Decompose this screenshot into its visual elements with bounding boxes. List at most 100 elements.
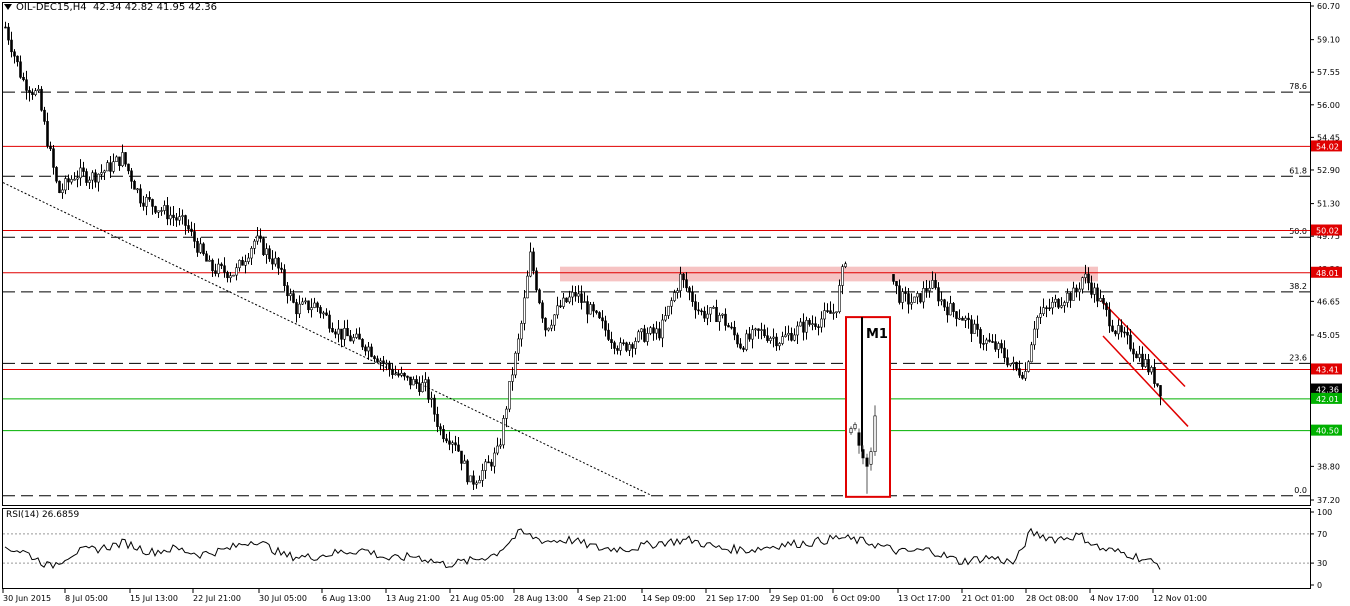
candle-body xyxy=(343,328,346,340)
candle-body xyxy=(241,260,244,266)
candle-body xyxy=(664,315,667,321)
green-level-tag-label: 40.50 xyxy=(1316,427,1339,436)
candle-body xyxy=(226,272,229,279)
dropdown-triangle-icon[interactable] xyxy=(4,4,12,10)
candle-body xyxy=(469,475,472,483)
candle xyxy=(271,250,274,270)
candle xyxy=(1000,339,1003,354)
candle-body xyxy=(346,328,349,337)
candle-body xyxy=(742,347,745,350)
candle xyxy=(727,322,730,328)
candle-body xyxy=(748,333,751,340)
candle-body xyxy=(286,285,289,297)
time-tick-label: 4 Sep 21:00 xyxy=(578,594,626,603)
candle xyxy=(1051,296,1054,315)
candle-body xyxy=(517,338,520,354)
candle xyxy=(1060,297,1063,309)
candle xyxy=(361,338,364,351)
symbol-label: OIL-DEC15,H4 xyxy=(16,2,87,13)
candle-body xyxy=(703,310,706,319)
candle xyxy=(1147,353,1150,375)
candle-body xyxy=(403,372,406,377)
candle-body xyxy=(649,327,652,334)
candle-body xyxy=(121,152,124,167)
candle xyxy=(571,285,574,306)
candle-body xyxy=(1084,273,1087,278)
candle xyxy=(325,308,328,316)
candle xyxy=(109,155,112,178)
candle xyxy=(970,315,973,343)
candle-body xyxy=(196,241,199,253)
candle-body xyxy=(718,315,721,323)
candle-body xyxy=(160,210,163,212)
candle xyxy=(280,262,283,273)
candle xyxy=(730,322,733,330)
candle-body xyxy=(511,374,514,382)
candle-body xyxy=(94,172,97,183)
candle-body xyxy=(460,450,463,464)
candle xyxy=(400,366,403,378)
candle xyxy=(811,315,814,331)
candle-body xyxy=(688,287,691,293)
candle xyxy=(1048,298,1051,312)
time-tick-label: 14 Sep 09:00 xyxy=(642,594,695,603)
candle xyxy=(553,314,556,331)
candle-body xyxy=(268,248,271,260)
candle xyxy=(724,308,727,331)
candle-body xyxy=(49,145,52,150)
candle xyxy=(1123,326,1126,338)
candle-body xyxy=(1108,309,1111,327)
candle-body xyxy=(370,346,373,357)
candle xyxy=(901,288,904,310)
candle xyxy=(346,319,349,337)
candle-body xyxy=(37,88,40,92)
candle xyxy=(991,334,994,343)
candle-body xyxy=(994,341,997,350)
candle-body xyxy=(799,321,802,327)
time-tick-label: 29 Sep 01:00 xyxy=(770,594,823,603)
candle xyxy=(265,243,268,264)
candle xyxy=(721,313,724,319)
candle xyxy=(592,301,595,318)
candle-body xyxy=(55,167,58,182)
candle-body xyxy=(1054,298,1057,303)
candle xyxy=(1063,300,1066,313)
candle xyxy=(13,49,16,64)
candle xyxy=(403,372,406,381)
candle-body xyxy=(319,307,322,314)
candle-body xyxy=(148,197,151,200)
candle xyxy=(397,369,400,378)
candle xyxy=(394,365,397,376)
candle-body xyxy=(406,375,409,378)
candle-body xyxy=(445,438,448,442)
candle-body xyxy=(202,243,205,255)
candle xyxy=(895,281,898,295)
candle-body xyxy=(1057,298,1060,308)
candle-body xyxy=(811,323,814,325)
price-tick-label: 57.55 xyxy=(1317,68,1340,77)
candle xyxy=(1096,283,1099,308)
candle xyxy=(241,256,244,266)
candle xyxy=(244,254,247,274)
candle-body xyxy=(1033,328,1036,346)
candle-body xyxy=(955,311,958,319)
candle-body xyxy=(1120,325,1123,333)
candle-body xyxy=(436,413,439,427)
candle-body xyxy=(733,326,736,336)
candle-body xyxy=(115,156,118,162)
time-tick-label: 13 Oct 17:00 xyxy=(898,594,950,603)
candle-body xyxy=(25,79,28,91)
candle-body xyxy=(142,202,145,207)
candle xyxy=(700,308,703,316)
candle xyxy=(619,337,622,356)
candle-body xyxy=(820,318,823,328)
candle-body xyxy=(292,293,295,303)
candle-body xyxy=(208,259,211,262)
candle xyxy=(691,285,694,307)
candle-body xyxy=(64,178,67,191)
candle-body xyxy=(1030,344,1033,363)
candle-body xyxy=(532,251,535,272)
candle-body xyxy=(595,310,598,313)
candle xyxy=(130,168,133,189)
candle xyxy=(577,285,580,303)
